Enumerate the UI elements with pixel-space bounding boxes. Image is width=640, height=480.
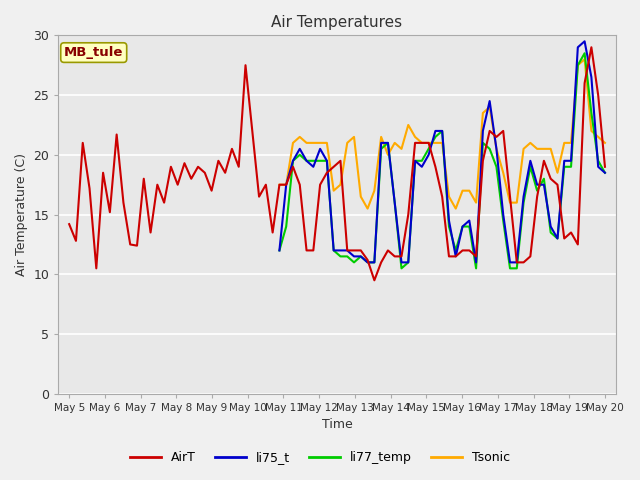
X-axis label: Time: Time xyxy=(322,419,353,432)
Y-axis label: Air Temperature (C): Air Temperature (C) xyxy=(15,153,28,276)
Text: MB_tule: MB_tule xyxy=(64,46,124,59)
Title: Air Temperatures: Air Temperatures xyxy=(271,15,403,30)
Legend: AirT, li75_t, li77_temp, Tsonic: AirT, li75_t, li77_temp, Tsonic xyxy=(125,446,515,469)
